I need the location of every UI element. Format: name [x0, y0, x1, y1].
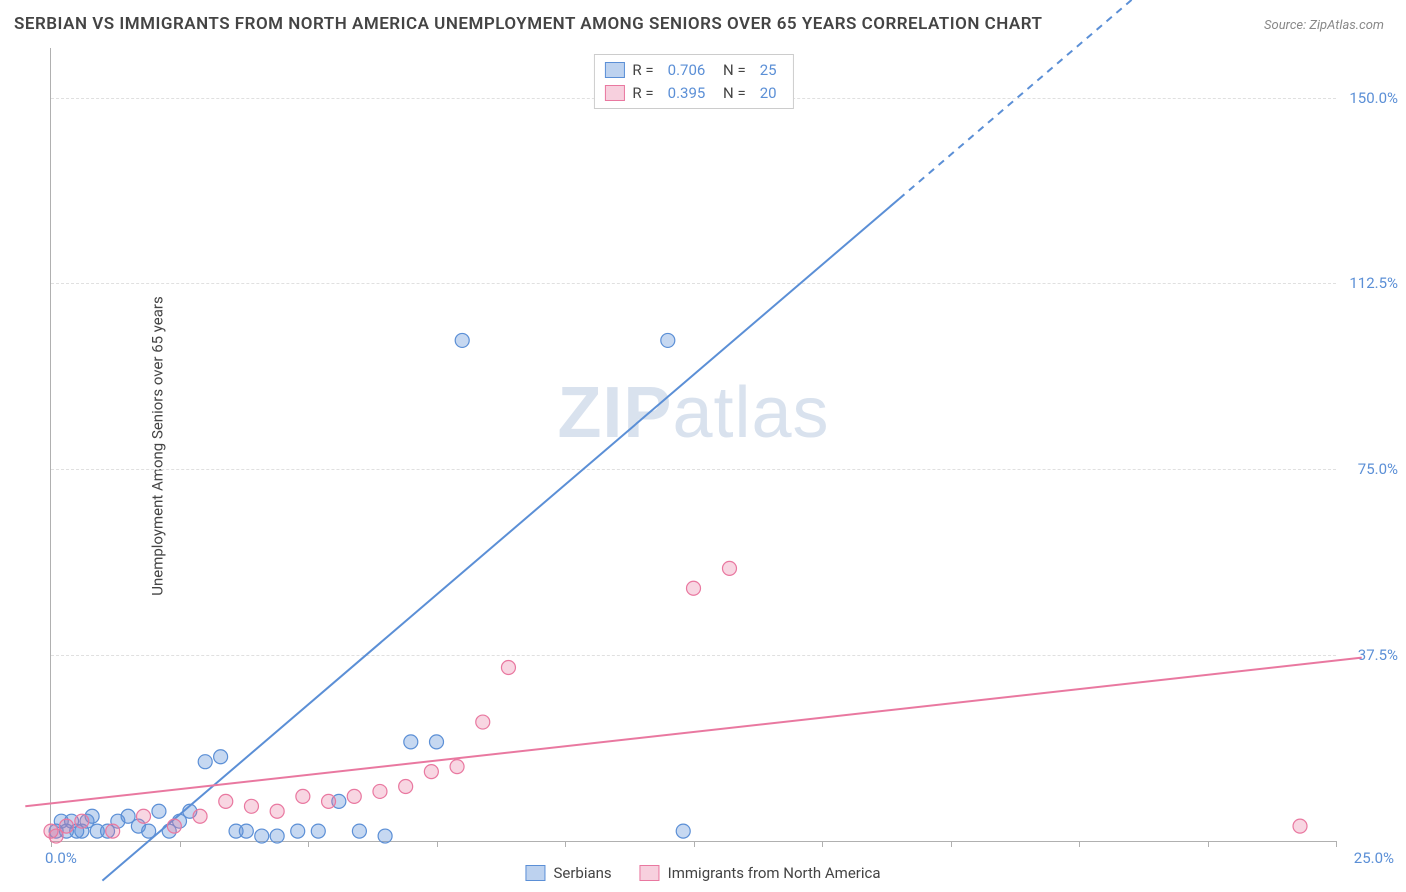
data-point — [404, 735, 418, 749]
data-point — [1293, 819, 1307, 833]
correlation-chart: SERBIAN VS IMMIGRANTS FROM NORTH AMERICA… — [0, 0, 1406, 892]
series-legend: Serbians Immigrants from North America — [525, 864, 880, 882]
data-point — [399, 779, 413, 793]
x-tick — [437, 841, 438, 847]
r-value-2: 0.395 — [668, 82, 706, 105]
r-value-1: 0.706 — [668, 59, 706, 82]
data-point — [352, 824, 366, 838]
data-point — [270, 804, 284, 818]
data-point — [239, 824, 253, 838]
legend-label-1: Serbians — [553, 864, 611, 882]
data-point — [214, 750, 228, 764]
plot-svg — [51, 48, 1336, 841]
data-point — [270, 829, 284, 843]
data-point — [687, 581, 701, 595]
data-point — [450, 760, 464, 774]
x-tick — [308, 841, 309, 847]
swatch-pink — [604, 85, 624, 101]
legend-item-immigrants: Immigrants from North America — [640, 864, 881, 882]
source-credit: Source: ZipAtlas.com — [1264, 18, 1384, 33]
swatch-pink-legend — [640, 865, 660, 881]
data-point — [476, 715, 490, 729]
y-tick-label: 150.0% — [1349, 89, 1398, 107]
x-tick — [180, 841, 181, 847]
x-max-label: 25.0% — [1354, 849, 1394, 867]
data-point — [142, 824, 156, 838]
x-tick — [694, 841, 695, 847]
data-point — [198, 755, 212, 769]
y-tick-label: 75.0% — [1358, 460, 1398, 478]
corr-row-serbians: R = 0.706 N = 25 — [604, 59, 782, 82]
plot-area: ZIPatlas 37.5%75.0%112.5%150.0% 0.0% 25.… — [50, 48, 1336, 842]
data-point — [152, 804, 166, 818]
n-value-1: 25 — [760, 59, 777, 82]
swatch-blue — [604, 62, 624, 78]
data-point — [373, 784, 387, 798]
data-point — [255, 829, 269, 843]
data-point — [455, 333, 469, 347]
data-point — [424, 765, 438, 779]
correlation-legend: R = 0.706 N = 25 R = 0.395 N = 20 — [593, 54, 793, 109]
legend-label-2: Immigrants from North America — [668, 864, 881, 882]
data-point — [244, 799, 258, 813]
swatch-blue-legend — [525, 865, 545, 881]
data-point — [106, 824, 120, 838]
chart-title: SERBIAN VS IMMIGRANTS FROM NORTH AMERICA… — [14, 14, 1043, 34]
x-tick — [951, 841, 952, 847]
data-point — [501, 661, 515, 675]
x-tick — [1208, 841, 1209, 847]
x-tick — [1336, 841, 1337, 847]
data-point — [347, 789, 361, 803]
y-tick-label: 112.5% — [1349, 274, 1398, 292]
data-point — [137, 809, 151, 823]
data-point — [378, 829, 392, 843]
data-point — [291, 824, 305, 838]
data-point — [722, 561, 736, 575]
n-value-2: 20 — [760, 82, 777, 105]
x-tick — [565, 841, 566, 847]
data-point — [311, 824, 325, 838]
data-point — [296, 789, 310, 803]
data-point — [59, 819, 73, 833]
y-tick-label: 37.5% — [1358, 646, 1398, 664]
data-point — [430, 735, 444, 749]
x-tick — [1079, 841, 1080, 847]
data-point — [193, 809, 207, 823]
data-point — [322, 794, 336, 808]
data-point — [661, 333, 675, 347]
data-point — [219, 794, 233, 808]
x-min-label: 0.0% — [45, 849, 77, 867]
corr-row-immigrants: R = 0.395 N = 20 — [604, 82, 782, 105]
data-point — [75, 814, 89, 828]
legend-item-serbians: Serbians — [525, 864, 611, 882]
data-point — [167, 819, 181, 833]
x-tick — [822, 841, 823, 847]
data-point — [676, 824, 690, 838]
